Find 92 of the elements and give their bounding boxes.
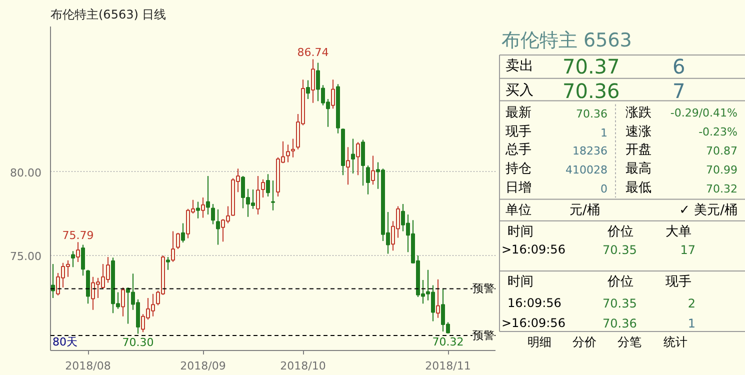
- candlestick: [201, 197, 205, 218]
- candlestick: [371, 155, 375, 186]
- candlestick: [176, 232, 180, 250]
- candlestick: [81, 244, 85, 276]
- candlestick: [361, 139, 365, 186]
- text: ✓ 美元/桶: [679, 202, 738, 218]
- text: >16:09:56: [502, 242, 566, 256]
- text: 买入: [506, 82, 534, 98]
- y-tick-label: 75.00: [10, 250, 42, 263]
- text: 70.87: [706, 144, 738, 158]
- text: 统计: [664, 334, 688, 349]
- x-tick-label: 2018/08: [65, 360, 111, 372]
- candlestick: [271, 180, 275, 211]
- text: 最新: [506, 105, 532, 120]
- text: 卖出: [506, 58, 534, 74]
- candlestick: [311, 58, 315, 104]
- candlestick: [71, 250, 75, 268]
- candlestick: [351, 138, 355, 174]
- candlestick: [166, 256, 170, 270]
- text: 1: [600, 126, 608, 140]
- text: 70.36: [562, 78, 620, 103]
- x-tick-label: 2018/10: [280, 360, 326, 372]
- text: 17: [680, 242, 696, 257]
- text: 最低: [626, 180, 652, 196]
- text: 日增: [506, 180, 532, 196]
- text: 0: [600, 182, 608, 196]
- candlestick: [366, 164, 370, 195]
- chart-title: 布伦特主(6563) 日线: [50, 8, 166, 22]
- ref-line-label: 预警: [472, 328, 494, 342]
- text: 分笔: [618, 334, 642, 349]
- text: 70.32: [706, 182, 738, 196]
- candlestick: [346, 146, 350, 186]
- text: 18236: [572, 144, 608, 158]
- text: 70.36: [576, 107, 608, 120]
- text: 持仓: [506, 162, 532, 177]
- candlestick: [206, 175, 210, 216]
- annotation: 70.32: [432, 335, 464, 348]
- ref-line-label: 预警: [472, 282, 494, 296]
- text: 单位: [506, 203, 532, 218]
- text: -0.23%: [698, 125, 738, 138]
- text: -0.29/0.41%: [670, 106, 738, 120]
- x-tick-label: 2018/09: [180, 360, 226, 372]
- candlestick: [171, 230, 175, 262]
- text: 最高: [626, 160, 652, 177]
- text: 现手: [666, 274, 692, 290]
- text: 元/桶: [570, 203, 600, 218]
- candlestick: [266, 174, 270, 198]
- text: 现手: [506, 124, 532, 140]
- text: 价位: [606, 224, 634, 240]
- text: 7: [672, 78, 686, 103]
- text: 分价: [572, 334, 596, 349]
- annotation: 75.79: [62, 229, 94, 242]
- candlestick: [306, 80, 310, 100]
- annotation: 80天: [52, 336, 78, 348]
- candlestick: [211, 204, 215, 225]
- text: 速涨: [626, 124, 652, 140]
- text: 16:09:56: [508, 296, 562, 310]
- text: 70.36: [602, 316, 637, 330]
- text: >16:09:56: [502, 316, 566, 330]
- text: 2: [688, 296, 696, 310]
- candlestick: [436, 278, 440, 318]
- candlestick: [256, 175, 260, 216]
- candlestick: [291, 138, 295, 158]
- y-tick-label: 80.00: [10, 166, 42, 180]
- candlestick: [331, 79, 335, 110]
- text: 时间: [508, 274, 534, 290]
- text: 布伦特主 6563: [502, 29, 632, 52]
- text: 开盘: [626, 142, 652, 158]
- candlestick: [356, 142, 360, 176]
- candlestick: [181, 222, 185, 243]
- text: 时间: [508, 224, 534, 240]
- candlestick: [286, 144, 290, 163]
- text: 6: [672, 54, 686, 79]
- candlestick: [121, 287, 125, 317]
- text: 明细: [528, 334, 552, 349]
- candlestick: [76, 242, 80, 262]
- text: 70.99: [706, 164, 738, 177]
- candlestick: [261, 178, 265, 198]
- annotation: 86.74: [297, 46, 329, 60]
- annotation: 70.30: [122, 336, 154, 349]
- text: 大单: [666, 224, 692, 240]
- candlestick: [216, 208, 220, 246]
- x-tick-label: 2018/11: [425, 360, 471, 372]
- text: 70.35: [602, 296, 637, 310]
- text: 涨跌: [626, 105, 652, 120]
- text: 410028: [566, 164, 608, 177]
- text: 70.35: [602, 242, 637, 257]
- text: 1: [688, 316, 696, 330]
- text: 总手: [504, 142, 532, 158]
- candlestick: [196, 201, 200, 219]
- text: 70.37: [562, 54, 620, 79]
- text: 价位: [606, 274, 634, 290]
